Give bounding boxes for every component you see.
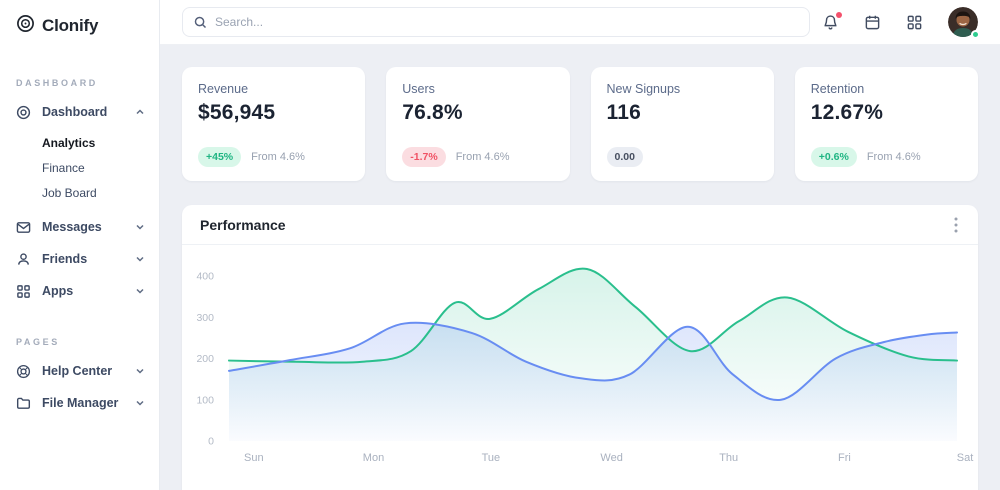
search-icon [194,16,207,29]
performance-chart: 0 100 200 300 400 Sun Mon Tue Wed Thu Fri Sat [196,267,974,464]
stat-card-revenue: Revenue $56,945 +45% From 4.6% [182,67,366,181]
stat-card-new-signups: New Signups 116 0.00 [590,67,774,181]
panel-title: Performance [200,216,286,233]
app-logo[interactable]: Clonify [0,0,159,48]
stat-value: $56,945 [198,101,276,124]
series-blue-line [228,321,958,401]
sidebar-item-label: Help Center [42,364,113,378]
series-blue-area [229,322,957,441]
stat-title: Retention [810,82,865,96]
chevron-down-icon [135,254,145,264]
sidebar-item-file-manager[interactable]: File Manager [0,387,159,419]
y-tick-label: 100 [196,394,214,406]
y-tick-label: 0 [208,436,214,448]
sidebar-item-messages[interactable]: Messages [0,211,159,243]
calendar-icon[interactable] [864,14,881,31]
x-axis-label: Wed [600,452,622,464]
sidebar-item-friends[interactable]: Friends [0,243,159,275]
stats-row: Revenue $56,945 +45% From 4.6% Users 76.… [182,67,978,181]
search-box [182,7,810,37]
y-tick-label: 400 [196,271,214,283]
chevron-up-icon [135,107,145,117]
series-green-line [228,267,958,364]
mail-icon [16,220,31,235]
stat-value: 116 [606,101,641,124]
stat-badge: +0.6% [810,147,857,167]
stat-card-users: Users 76.8% -1.7% From 4.6% [386,67,570,181]
x-axis-label: Sun [244,452,264,464]
dashboard-submenu: Analytics Finance Job Board [0,130,159,205]
sidebar-item-label: Dashboard [42,105,108,119]
x-axis-label: Mon [363,452,384,464]
x-axis-label: Sat [957,452,974,464]
apps-grid-icon[interactable] [906,14,923,31]
y-tick-label: 200 [196,353,214,365]
section-label-pages: PAGES [16,337,60,347]
chevron-down-icon [135,398,145,408]
sidebar-item-label: File Manager [42,396,119,410]
online-status-dot [971,30,980,39]
sidebar-item-apps[interactable]: Apps [0,275,159,307]
stat-value: 76.8% [402,101,463,124]
search-input[interactable] [215,15,798,29]
x-axis-label: Fri [838,452,851,464]
stat-card-retention: Retention 12.67% +0.6% From 4.6% [794,67,978,181]
x-axis-label: Tue [482,452,501,464]
chevron-down-icon [135,286,145,296]
stat-badge: -1.7% [402,147,446,167]
kebab-menu-icon[interactable] [950,213,962,237]
y-tick-label: 300 [196,312,214,324]
x-axis-label: Thu [719,452,738,464]
sidebar-item-label: Messages [42,220,102,234]
main-content: Revenue $56,945 +45% From 4.6% Users 76.… [160,45,1000,490]
topbar [160,0,1000,45]
stat-note: From 4.6% [251,151,305,163]
stat-title: Revenue [198,82,249,96]
grid-icon [16,284,31,299]
notification-dot [836,11,842,18]
chevron-down-icon [135,366,145,376]
clonify-logo-icon [16,14,35,38]
stat-badge: +45% [198,147,242,167]
stat-badge: 0.00 [606,147,643,167]
dashboard-disc-icon [16,105,31,120]
user-icon [16,252,31,267]
topbar-actions [822,7,980,39]
bell-icon[interactable] [822,11,842,31]
app-name: Clonify [42,16,99,35]
sidebar-item-label: Apps [42,284,74,298]
sidebar-item-label: Friends [42,252,88,266]
stat-note: From 4.6% [866,151,921,163]
sidebar-subitem-analytics[interactable]: Analytics [42,135,96,150]
life-ring-icon [16,364,31,379]
stat-title: New Signups [606,82,681,96]
stat-value: 12.67% [810,101,884,124]
sidebar-subitem-job-board[interactable]: Job Board [42,185,97,200]
performance-panel: Performance 0 100 200 300 400 Sun Mon Tue Wed Thu… [182,205,978,490]
sidebar: Clonify DASHBOARD Dashboard Analytics Fi… [0,0,160,490]
stat-note: From 4.6% [455,151,510,163]
sidebar-subitem-finance[interactable]: Finance [42,160,85,175]
sidebar-item-help-center[interactable]: Help Center [0,355,159,387]
performance-header: Performance [182,205,978,245]
stat-title: Users [402,82,435,96]
sidebar-item-dashboard[interactable]: Dashboard [0,96,159,128]
avatar[interactable] [948,7,980,39]
section-label-dashboard: DASHBOARD [16,78,98,88]
folder-icon [16,396,31,411]
chevron-down-icon [135,222,145,232]
